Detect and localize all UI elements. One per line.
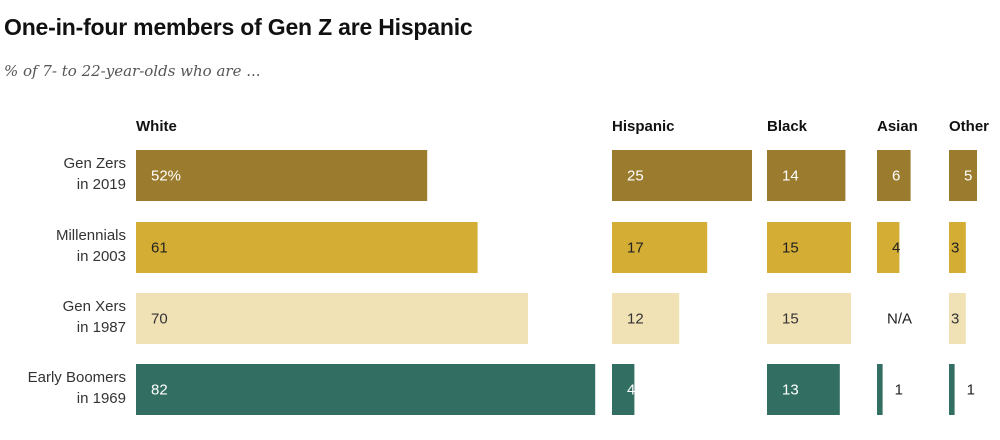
- value-label-other-gen-zers: 5: [964, 168, 972, 185]
- value-label-asian-gen-xers: N/A: [887, 311, 912, 328]
- chart-title: One-in-four members of Gen Z are Hispani…: [4, 14, 473, 40]
- value-label-other-millennials: 3: [951, 240, 959, 257]
- row-label-early-boomers: Early Boomers in 1969: [28, 369, 126, 407]
- bar-hispanic-early-boomers: [612, 364, 635, 415]
- value-label-asian-millennials: 4: [892, 240, 900, 257]
- bar-other-gen-zers: [949, 150, 977, 201]
- bar-asian-millennials: [877, 222, 900, 273]
- bar-white-gen-xers: [136, 293, 528, 344]
- value-label-asian-gen-zers: 6: [892, 168, 900, 185]
- bar-hispanic-millennials: [612, 222, 708, 273]
- column-header-asian: Asian: [877, 118, 918, 135]
- row-label-gen-zers: Gen Zers in 2019: [63, 155, 126, 193]
- column-header-other: Other: [949, 118, 989, 135]
- bar-hispanic-gen-xers: [612, 293, 680, 344]
- bar-other-gen-xers: [949, 293, 966, 344]
- bar-white-gen-zers: [136, 150, 428, 201]
- value-label-black-early-boomers: 13: [782, 382, 799, 399]
- column-header-black: Black: [767, 118, 808, 135]
- value-label-white-early-boomers: 82: [151, 382, 168, 399]
- value-label-other-early-boomers: 1: [967, 382, 975, 399]
- bar-other-millennials: [949, 222, 966, 273]
- bar-black-early-boomers: [767, 364, 840, 415]
- bar-hispanic-gen-zers: [612, 150, 752, 201]
- value-label-hispanic-early-boomers: 4: [627, 382, 635, 399]
- value-label-hispanic-gen-xers: 12: [627, 311, 644, 328]
- bar-black-gen-xers: [767, 293, 851, 344]
- value-label-white-gen-zers: 52%: [151, 168, 181, 185]
- bar-white-millennials: [136, 222, 478, 273]
- value-label-black-gen-xers: 15: [782, 311, 799, 328]
- column-header-white: White: [136, 118, 177, 135]
- bar-asian-early-boomers: [877, 364, 883, 415]
- value-label-hispanic-millennials: 17: [627, 240, 644, 257]
- bar-other-early-boomers: [949, 364, 955, 415]
- value-label-black-millennials: 15: [782, 240, 799, 257]
- bar-white-early-boomers: [136, 364, 596, 415]
- bar-black-gen-zers: [767, 150, 846, 201]
- column-header-hispanic: Hispanic: [612, 118, 675, 135]
- row-label-millennials: Millennials in 2003: [56, 227, 126, 265]
- value-label-other-gen-xers: 3: [951, 311, 959, 328]
- value-label-black-gen-zers: 14: [782, 168, 799, 185]
- value-label-hispanic-gen-zers: 25: [627, 168, 644, 185]
- chart-subtitle: % of 7- to 22-year-olds who are ...: [4, 62, 261, 80]
- value-label-asian-early-boomers: 1: [895, 382, 903, 399]
- row-label-gen-xers: Gen Xers in 1987: [63, 298, 126, 336]
- bar-asian-gen-zers: [877, 150, 911, 201]
- value-label-white-gen-xers: 70: [151, 311, 168, 328]
- bar-black-millennials: [767, 222, 851, 273]
- value-label-white-millennials: 61: [151, 240, 168, 257]
